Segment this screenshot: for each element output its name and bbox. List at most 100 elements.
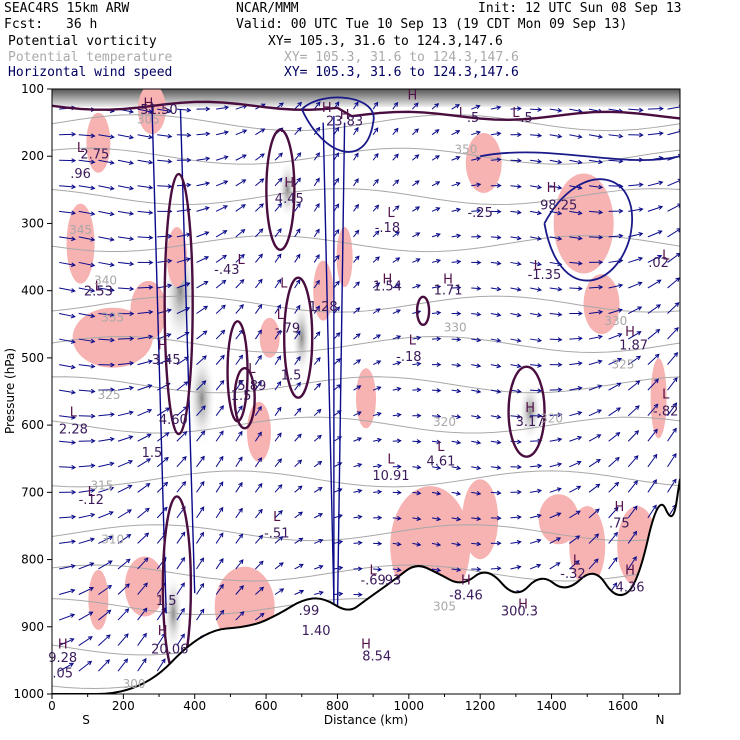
wind-vector-head	[638, 207, 644, 212]
wind-vector-head	[612, 582, 618, 588]
wind-vector	[412, 389, 421, 391]
wind-vector	[549, 413, 562, 417]
y-tick-label: 800	[21, 553, 44, 567]
wind-vector-head	[297, 433, 302, 439]
wind-vector-head	[357, 540, 363, 546]
wind-vector-head	[396, 567, 402, 573]
wind-vector-head	[164, 432, 170, 437]
wind-vector	[627, 505, 638, 519]
wind-vector	[78, 611, 93, 621]
wind-vector	[490, 158, 501, 161]
wind-vector	[667, 402, 677, 416]
wind-vector	[647, 378, 659, 391]
wind-vector-head	[204, 256, 210, 261]
wind-vector-head	[476, 208, 482, 214]
wind-vector-head	[277, 432, 282, 438]
wind-vector-head	[316, 382, 322, 388]
wind-vector	[98, 210, 114, 215]
pv-label: 300.3	[501, 605, 538, 620]
pv-label: 51.50	[140, 103, 177, 118]
wind-vector	[628, 331, 641, 340]
wind-vector-head	[357, 592, 363, 597]
wind-vector-head	[71, 184, 77, 190]
wind-vector-head	[396, 335, 402, 340]
wind-vector-head	[258, 228, 264, 234]
theta-label: 340	[94, 274, 117, 288]
wind-vector-head	[90, 488, 96, 493]
wind-vector	[372, 334, 381, 340]
wind-vector	[569, 287, 582, 290]
wind-vector-head	[107, 585, 113, 590]
wind-vector-head	[142, 632, 147, 638]
wind-vector	[667, 453, 677, 468]
wind-vector-head	[637, 306, 643, 311]
pv-contour	[265, 128, 296, 252]
wind-vector	[78, 159, 95, 163]
wind-vector-head	[537, 363, 543, 368]
wind-vector	[157, 159, 172, 163]
wind-vector	[78, 587, 94, 595]
wind-vector	[196, 231, 209, 238]
wind-vector-head	[415, 258, 421, 263]
wind-vector	[471, 389, 481, 393]
wind-vector	[196, 133, 210, 136]
wind-vector-head	[653, 403, 659, 409]
wind-vector	[490, 415, 501, 418]
wind-vector-head	[89, 562, 95, 567]
wind-vector	[431, 517, 441, 521]
wind-vector-head	[556, 537, 562, 542]
pv-label: H	[58, 638, 68, 653]
wind-vector	[274, 228, 282, 238]
wind-vector-head	[435, 155, 440, 160]
wind-vector-head	[633, 455, 639, 460]
wind-vector-head	[90, 159, 96, 165]
wind-vector-head	[476, 156, 482, 162]
pv-label: L	[387, 453, 395, 468]
pv-label: H	[158, 624, 168, 639]
wind-vector-head	[374, 152, 379, 158]
wind-vector	[333, 514, 343, 519]
wind-vector-head	[475, 130, 481, 136]
wind-vector	[569, 387, 582, 391]
pv-label: L	[77, 141, 85, 156]
wind-vector	[412, 180, 420, 187]
wind-vector-head	[334, 126, 340, 132]
pink-shading-region	[553, 173, 614, 274]
wind-vector-head	[144, 507, 150, 513]
wind-vector-head	[238, 456, 243, 462]
wind-vector	[176, 108, 191, 111]
wind-vector	[196, 182, 210, 187]
wind-vector-head	[163, 481, 169, 487]
wind-vector-head	[557, 133, 563, 139]
wind-vector	[59, 440, 76, 444]
wind-vector	[608, 309, 623, 315]
wind-vector	[451, 415, 461, 418]
wind-vector	[333, 410, 342, 417]
wind-vector-head	[166, 333, 172, 338]
pv-label: .02	[648, 256, 669, 271]
wind-vector	[235, 204, 246, 212]
wind-vector	[569, 510, 581, 519]
wind-vector-head	[677, 178, 680, 184]
wind-vector-head	[296, 228, 301, 234]
wind-vector-head	[396, 386, 402, 392]
valid-time: Valid: 00 UTC Tue 10 Sep 13 (19 CDT Mon …	[236, 17, 628, 32]
pv-contour	[233, 367, 256, 430]
wind-vector-head	[598, 234, 604, 240]
wind-isotach	[543, 178, 633, 282]
wind-vector	[313, 254, 320, 263]
wind-vector-head	[436, 465, 442, 470]
wind-vector	[627, 455, 639, 468]
wind-vector-head	[516, 261, 522, 267]
wind-vector-head	[109, 436, 115, 442]
wind-vector	[117, 134, 134, 139]
wind-vector	[333, 280, 340, 289]
wind-vector-head	[476, 414, 482, 420]
pv-label: .99	[299, 604, 320, 619]
wind-vector	[137, 532, 149, 544]
wind-vector-head	[315, 177, 320, 183]
wind-vector	[98, 236, 114, 241]
wind-vector	[137, 633, 147, 646]
wind-vector	[647, 429, 658, 442]
wind-vector	[255, 253, 263, 263]
